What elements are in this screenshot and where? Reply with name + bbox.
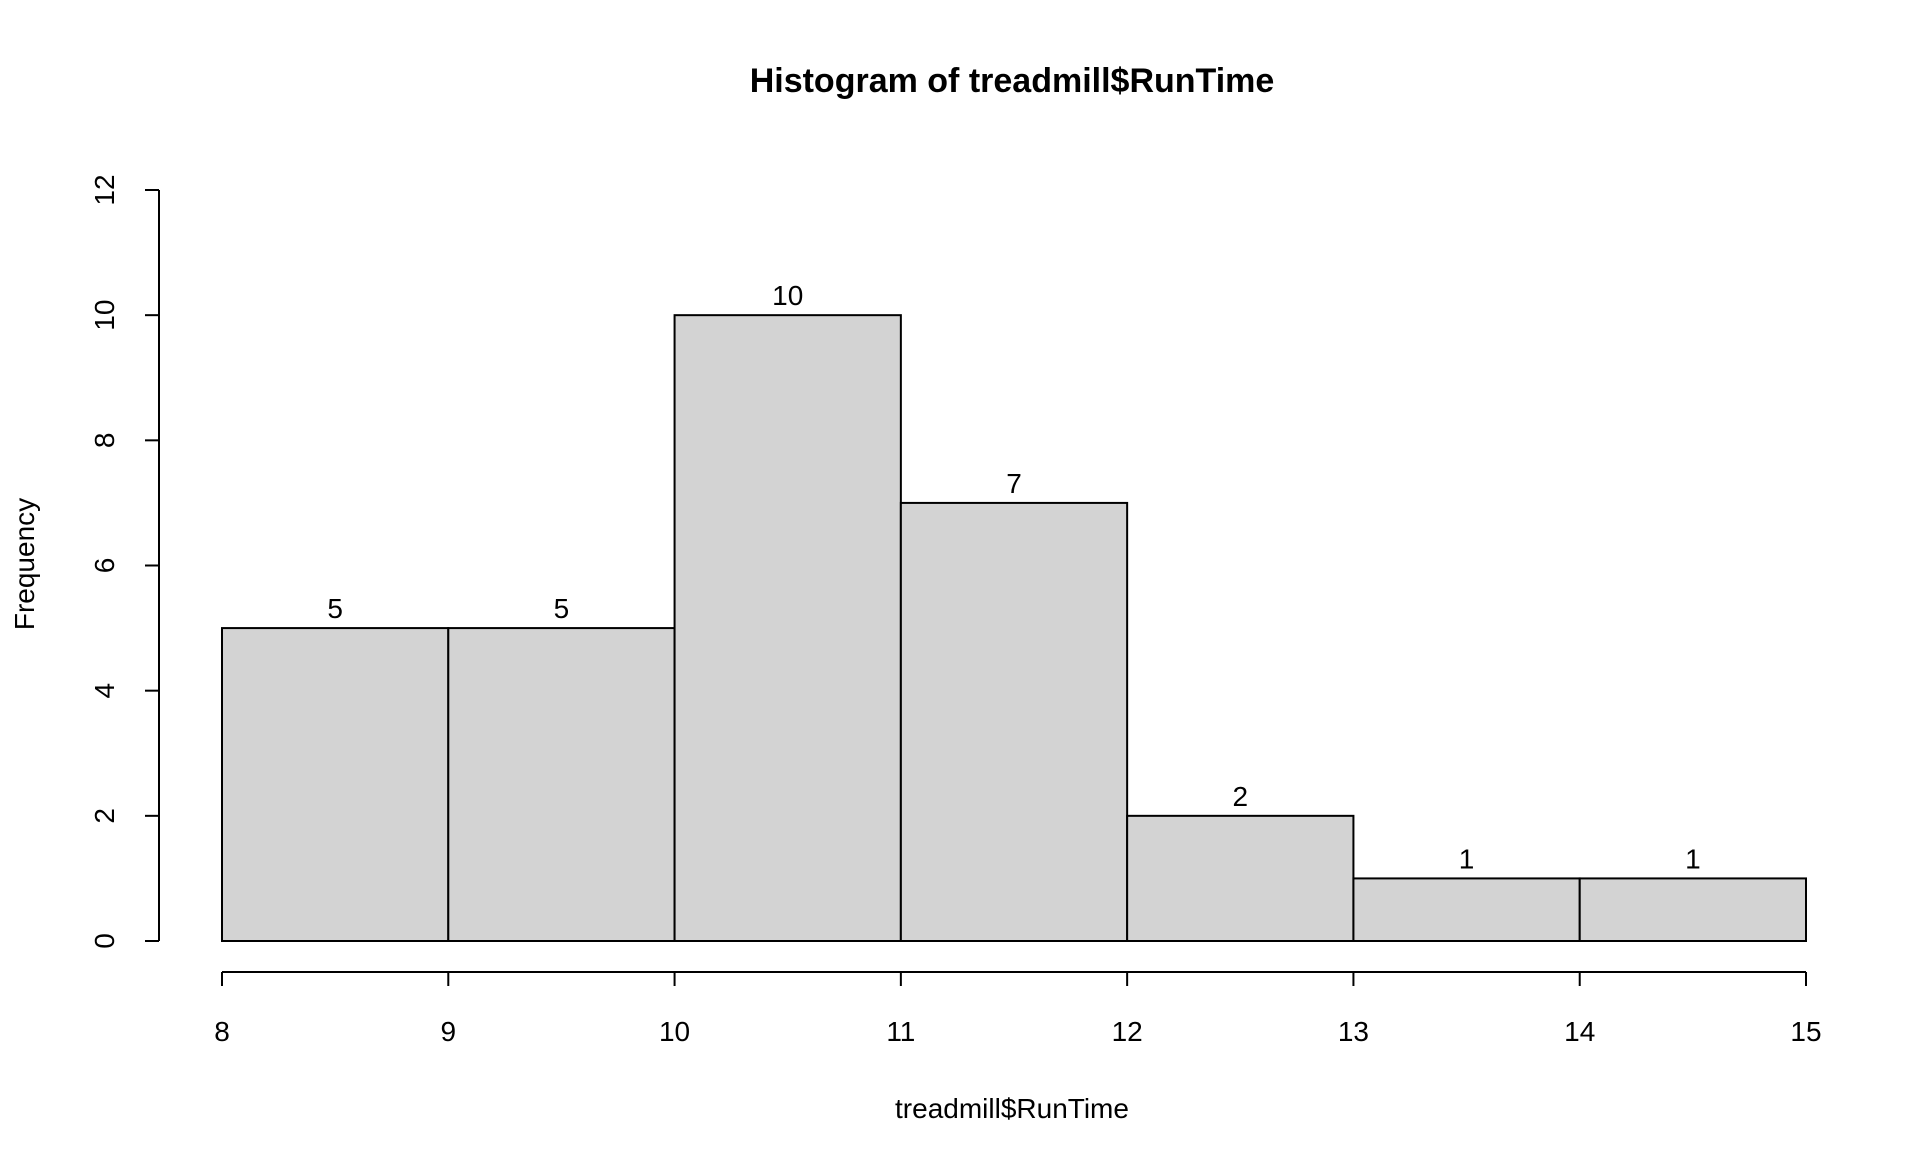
y-tick-label: 8 [89,433,120,449]
bar-count-label: 5 [554,593,570,624]
bar-count-label: 10 [772,280,803,311]
y-tick-label: 0 [89,933,120,949]
y-tick-label: 4 [89,683,120,699]
y-tick-label: 2 [89,808,120,824]
bar-count-label: 5 [327,593,343,624]
histogram-bar [1578,877,1807,943]
y-tick-label: 6 [89,558,120,574]
x-axis-label: treadmill$RunTime [895,1093,1129,1124]
histogram-bar [1352,877,1581,943]
histogram-bar [221,627,450,942]
x-tick-label: 10 [659,1016,690,1047]
x-tick-label: 9 [440,1016,456,1047]
bar-count-label: 1 [1459,843,1475,874]
bar-count-label: 1 [1685,843,1701,874]
histogram-bar [447,627,676,942]
x-tick-label: 14 [1564,1016,1595,1047]
x-axis: 8 9 10 11 12 13 14 15 [214,971,1822,1047]
x-tick-label: 13 [1338,1016,1369,1047]
x-tick-label: 8 [214,1016,230,1047]
bar-count-label: 7 [1006,468,1022,499]
histogram-bar [899,501,1129,942]
y-tick-label: 10 [89,300,120,331]
bar-count-label: 2 [1232,781,1248,812]
x-tick-label: 11 [886,1016,915,1047]
bars-group [221,314,1807,943]
histogram-bar [673,314,902,942]
y-tick-label: 12 [89,174,120,205]
x-tick-label: 15 [1790,1016,1821,1047]
bar-labels-group: 5 5 10 7 2 1 1 [327,280,1700,874]
x-tick-label: 12 [1112,1016,1143,1047]
y-axis: 0 2 4 6 8 10 12 [89,174,160,949]
chart-title: Histogram of treadmill$RunTime [750,62,1275,100]
histogram-bar [1126,814,1355,942]
y-axis-label: Frequency [9,498,40,630]
